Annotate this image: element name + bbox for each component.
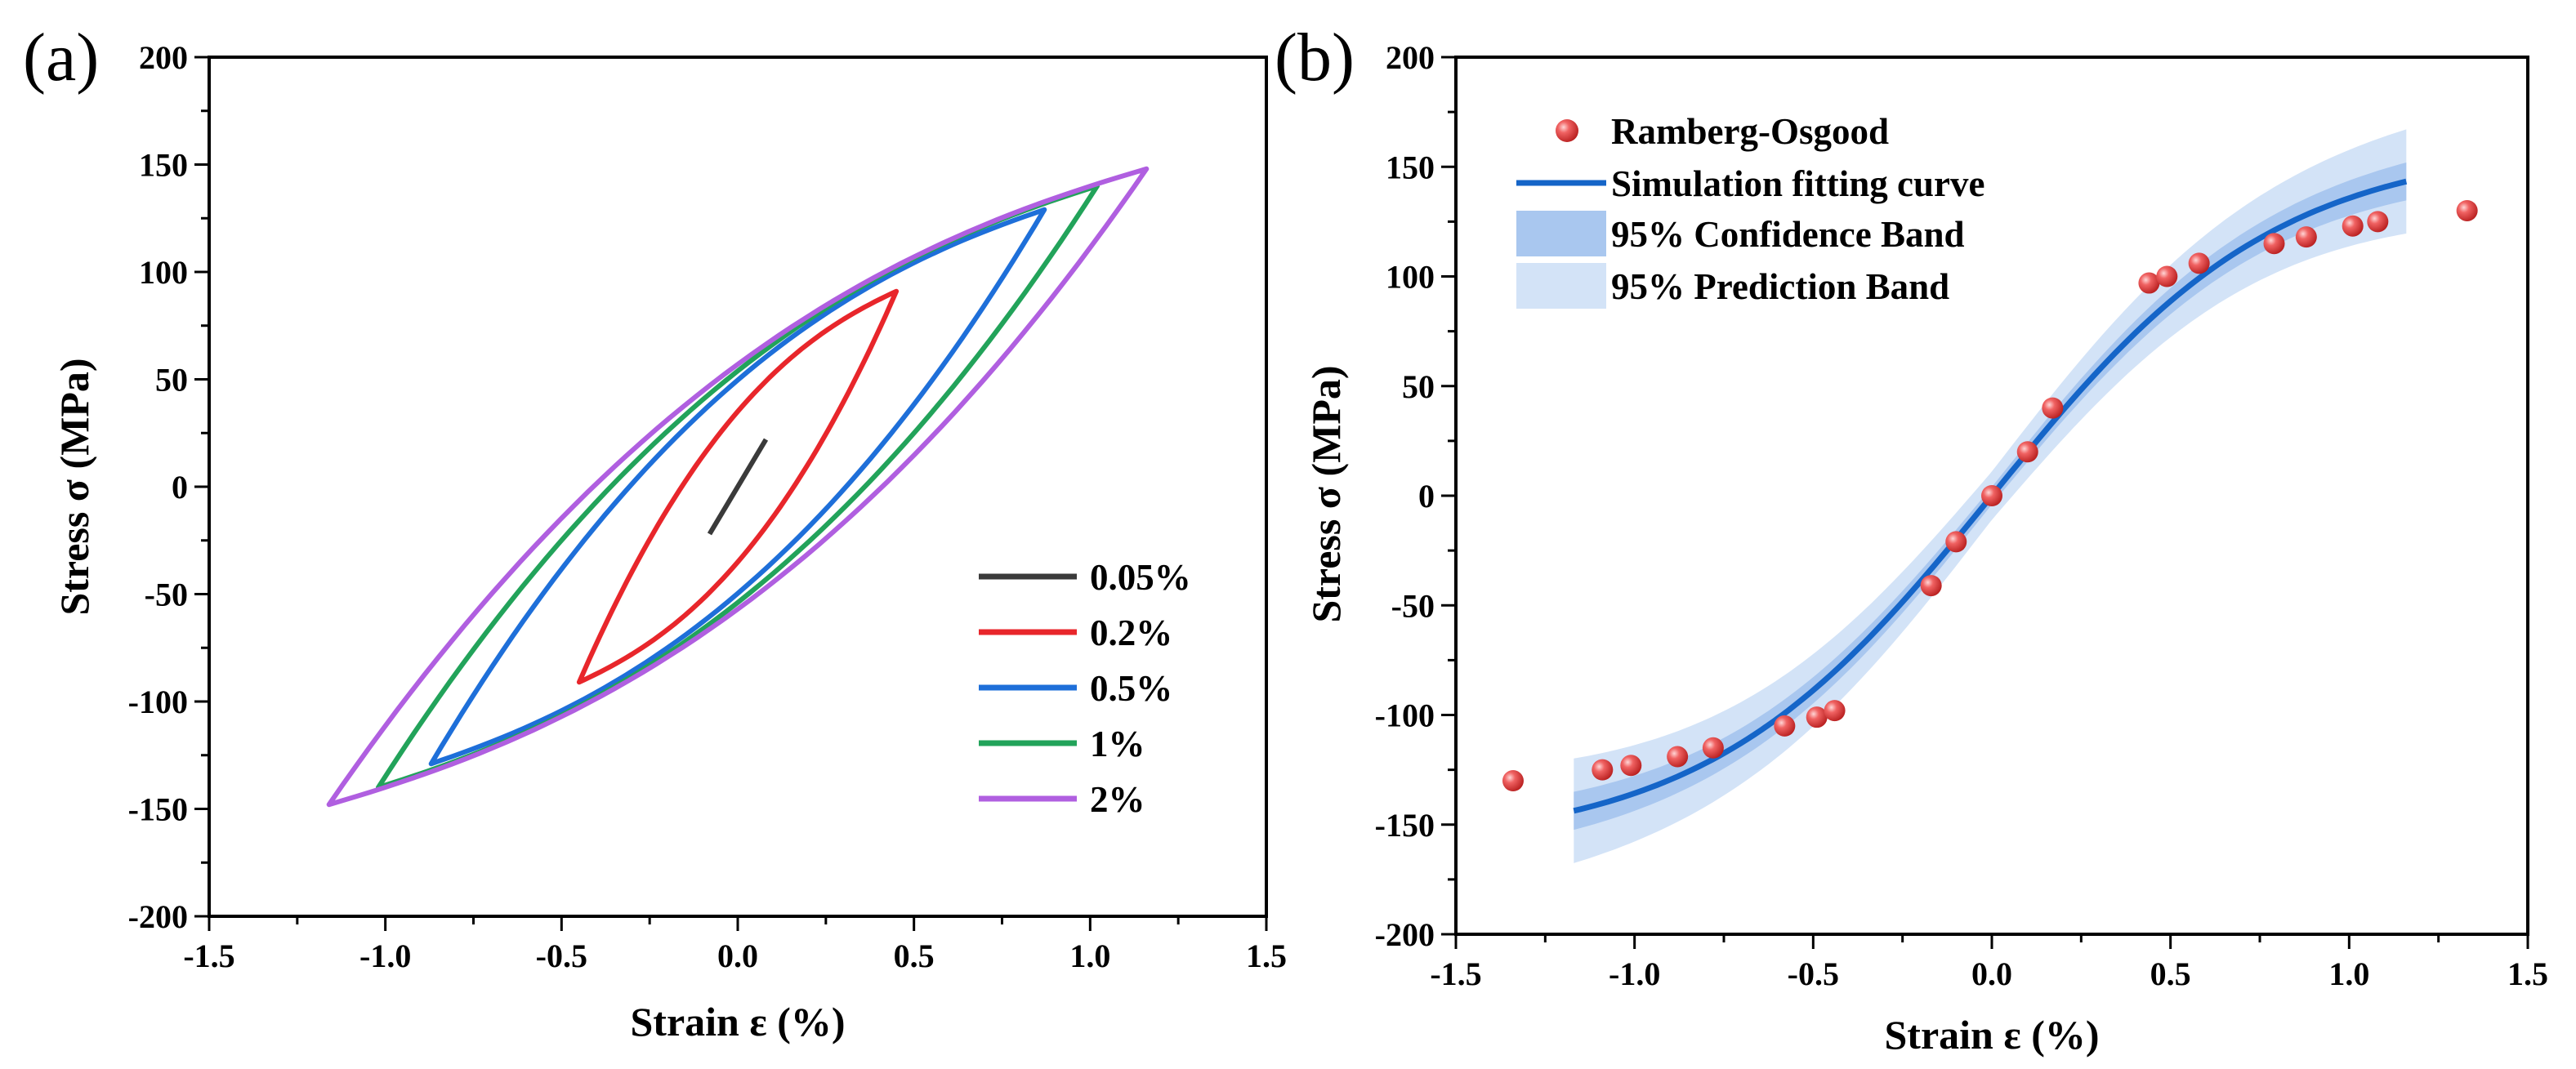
data-point-9	[1945, 531, 1967, 553]
x-tick-labels-b: -1.5 -1.0 -0.5 0.0 0.5 1.0 1.5	[1430, 955, 2548, 992]
data-point-10	[1981, 485, 2002, 506]
data-point-5	[1774, 715, 1796, 737]
y-axis-title-b: Stress σ (MPa)	[1303, 365, 1349, 622]
chart-panel-a: (a) -1.5 -1.0 -0.5 0.0 0.5 1.0 1.5 -200 -150 -10…	[23, 20, 1287, 1045]
data-point-3	[1667, 746, 1689, 768]
data-point-19	[2367, 211, 2389, 233]
x-tick-label: -1.0	[1609, 955, 1660, 992]
data-point-17	[2295, 226, 2317, 248]
y-tick-label: -100	[128, 684, 188, 720]
legend-label-confidence: 95% Confidence Band	[1611, 214, 1965, 255]
data-points	[1502, 199, 2478, 792]
data-point-0	[1502, 770, 1524, 792]
legend-label-prediction: 95% Prediction Band	[1611, 266, 1949, 307]
axis-ticks-a	[194, 56, 1268, 931]
legend-marker-confidence	[1516, 211, 1606, 256]
y-axis-title-a: Stress σ (MPa)	[51, 358, 97, 615]
y-tick-label: 150	[139, 147, 188, 184]
data-point-14	[2156, 265, 2178, 287]
legend-label-2: 0.5%	[1090, 668, 1172, 709]
loops-group	[326, 166, 1150, 808]
data-point-2	[1620, 755, 1642, 777]
x-tick-label: 0.0	[1971, 955, 2012, 992]
legend-label-points: Ramberg-Osgood	[1611, 111, 1889, 152]
legend-label-curve: Simulation fitting curve	[1611, 163, 1985, 204]
x-tick-label: 1.0	[1069, 938, 1110, 974]
y-tick-label: -200	[1375, 916, 1435, 953]
x-tick-label: 0.5	[2150, 955, 2191, 992]
y-tick-labels-a: -200 -150 -100 -50 0 50 100 150 200	[128, 39, 188, 935]
y-tick-label: 150	[1386, 149, 1435, 185]
legend-marker-prediction	[1516, 263, 1606, 309]
y-tick-label: -150	[128, 791, 188, 828]
x-tick-labels-a: -1.5 -1.0 -0.5 0.0 0.5 1.0 1.5	[183, 938, 1287, 974]
x-tick-label: 1.0	[2328, 955, 2369, 992]
panel-label-b: (b)	[1275, 20, 1355, 96]
data-point-1	[1592, 759, 1614, 781]
legend-a: 0.05% 0.2% 0.5% 1% 2%	[979, 557, 1191, 820]
chart-panel-b: (b) -1.5 -1.0 -0.5 0.0 0.5 1.0 1.5 -200 -150 -10…	[1275, 20, 2548, 1058]
data-point-6	[1806, 706, 1828, 728]
y-tick-label: -100	[1375, 697, 1435, 734]
y-tick-label: 200	[139, 39, 188, 76]
data-point-18	[2342, 215, 2364, 237]
loop-series-4	[326, 166, 1150, 808]
legend-b: Ramberg-Osgood Simulation fitting curve …	[1516, 111, 1985, 309]
x-tick-label: -0.5	[536, 938, 587, 974]
y-tick-label: 0	[172, 469, 188, 506]
data-point-13	[2138, 272, 2160, 294]
y-tick-label: -150	[1375, 807, 1435, 844]
data-point-8	[1920, 575, 1942, 597]
axis-ticks-b	[1441, 56, 2529, 949]
y-tick-label: -200	[128, 898, 188, 935]
data-point-11	[2016, 441, 2038, 463]
panel-label-a: (a)	[23, 20, 99, 96]
x-tick-label: -1.5	[183, 938, 234, 974]
x-tick-label: 0.5	[894, 938, 935, 974]
loop-series-2	[428, 207, 1047, 767]
x-tick-label: -0.5	[1788, 955, 1839, 992]
y-tick-label: 0	[1418, 478, 1435, 514]
data-point-12	[2042, 397, 2064, 419]
legend-label-0: 0.05%	[1090, 557, 1191, 598]
x-tick-label: -1.0	[359, 938, 411, 974]
loop-series-0	[707, 438, 769, 536]
x-axis-title-a: Strain ε (%)	[630, 999, 845, 1045]
data-point-20	[2456, 199, 2478, 221]
legend-label-3: 1%	[1090, 724, 1145, 764]
y-tick-label: 200	[1386, 39, 1435, 76]
y-tick-label: 50	[1402, 368, 1435, 405]
legend-label-4: 2%	[1090, 779, 1145, 820]
legend-label-1: 0.2%	[1090, 612, 1172, 653]
x-axis-title-b: Strain ε (%)	[1884, 1012, 2099, 1058]
data-point-7	[1824, 700, 1846, 722]
y-tick-label: -50	[145, 577, 188, 613]
y-tick-label: -50	[1391, 587, 1435, 624]
y-tick-label: 50	[155, 362, 188, 399]
x-tick-label: 1.5	[2507, 955, 2548, 992]
x-tick-label: 0.0	[717, 938, 758, 974]
data-point-15	[2188, 252, 2210, 274]
legend-marker-points	[1556, 119, 1578, 142]
x-tick-label: -1.5	[1430, 955, 1481, 992]
y-tick-labels-b: -200 -150 -100 -50 0 50 100 150 200	[1375, 39, 1435, 953]
x-tick-label: 1.5	[1246, 938, 1287, 974]
y-tick-label: 100	[139, 254, 188, 291]
data-point-4	[1702, 737, 1724, 759]
data-point-16	[2263, 233, 2285, 255]
loop-series-1	[576, 288, 900, 685]
y-tick-label: 100	[1386, 259, 1435, 296]
